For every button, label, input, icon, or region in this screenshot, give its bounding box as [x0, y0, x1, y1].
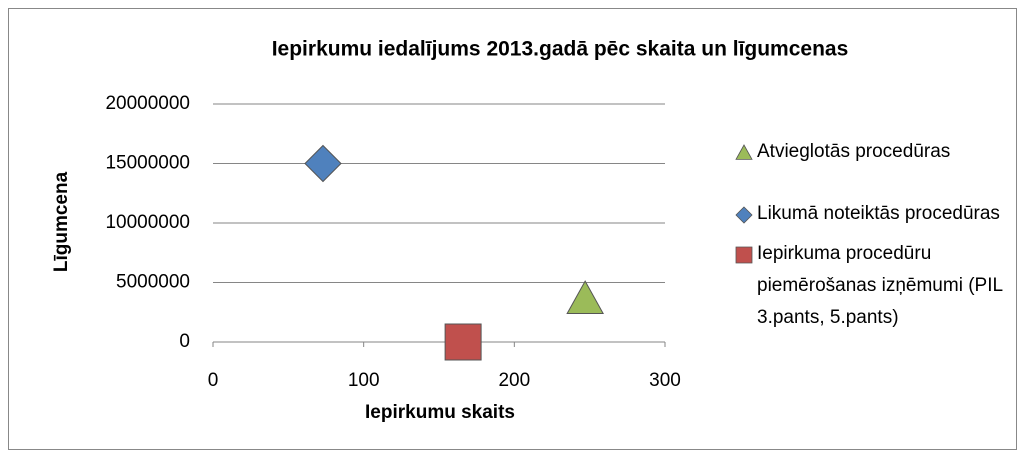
legend-marker — [735, 144, 753, 160]
y-axis-label: Līgumcena — [51, 171, 72, 272]
y-tick-label: 10000000 — [105, 212, 190, 233]
legend-label: Iepirkuma procedūru piemērošanas izņēmum… — [757, 243, 1003, 328]
legend-entry: Iepirkuma procedūru piemērošanas izņēmum… — [735, 238, 1020, 334]
marker — [566, 280, 604, 315]
legend-entry: Likumā noteiktās procedūras — [735, 198, 1020, 230]
legend-marker — [735, 246, 753, 264]
y-tick-label: 15000000 — [105, 153, 190, 174]
y-tick-label: 5000000 — [116, 272, 190, 293]
x-tick-label: 0 — [208, 370, 219, 391]
x-tick-label: 100 — [348, 370, 380, 391]
y-tick-label: 0 — [179, 331, 190, 352]
legend-marker — [735, 206, 753, 224]
legend-label: Likumā noteiktās procedūras — [757, 203, 1000, 224]
legend: Atvieglotās procedūras Likumā noteiktās p… — [735, 136, 1020, 342]
marker — [444, 323, 482, 361]
legend-icon — [735, 206, 753, 224]
chart-border — [8, 8, 1017, 450]
legend-entry: Atvieglotās procedūras — [735, 136, 1020, 168]
marker — [304, 144, 342, 183]
y-tick-label: 20000000 — [105, 93, 190, 114]
x-tick-label: 200 — [498, 370, 530, 391]
chart-title: Iepirkumu iedalījums 2013.gadā pēc skait… — [272, 38, 849, 61]
legend-label: Atvieglotās procedūras — [757, 141, 951, 162]
legend-icon — [735, 246, 753, 264]
x-axis-label: Iepirkumu skaits — [365, 402, 515, 423]
legend-icon — [735, 144, 753, 160]
x-tick-label: 300 — [649, 370, 681, 391]
